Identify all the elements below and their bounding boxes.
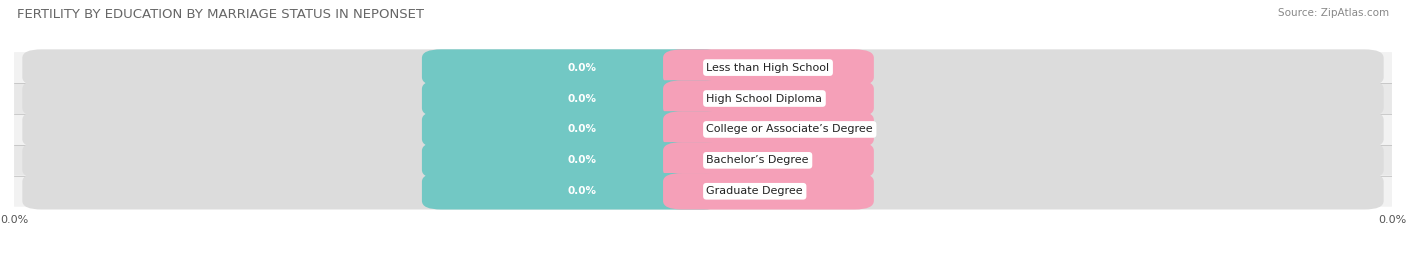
Text: 0.0%: 0.0% — [568, 63, 598, 73]
FancyBboxPatch shape — [14, 83, 1392, 114]
FancyBboxPatch shape — [14, 52, 1392, 83]
Text: Graduate Degree: Graduate Degree — [706, 186, 803, 196]
FancyBboxPatch shape — [422, 173, 723, 210]
Text: 0.0%: 0.0% — [765, 63, 793, 73]
FancyBboxPatch shape — [664, 111, 875, 148]
FancyBboxPatch shape — [422, 111, 723, 148]
FancyBboxPatch shape — [14, 145, 1392, 176]
Text: Source: ZipAtlas.com: Source: ZipAtlas.com — [1278, 8, 1389, 18]
FancyBboxPatch shape — [14, 114, 1392, 145]
FancyBboxPatch shape — [22, 142, 1384, 179]
FancyBboxPatch shape — [22, 80, 1384, 117]
Text: 0.0%: 0.0% — [765, 186, 793, 196]
Text: 0.0%: 0.0% — [765, 94, 793, 104]
Text: 0.0%: 0.0% — [568, 186, 598, 196]
Text: 0.0%: 0.0% — [568, 94, 598, 104]
Text: 0.0%: 0.0% — [568, 125, 598, 134]
Text: Less than High School: Less than High School — [706, 63, 830, 73]
Text: FERTILITY BY EDUCATION BY MARRIAGE STATUS IN NEPONSET: FERTILITY BY EDUCATION BY MARRIAGE STATU… — [17, 8, 423, 21]
FancyBboxPatch shape — [22, 49, 1384, 86]
Text: 0.0%: 0.0% — [568, 155, 598, 165]
FancyBboxPatch shape — [664, 49, 875, 86]
FancyBboxPatch shape — [22, 173, 1384, 210]
FancyBboxPatch shape — [664, 142, 875, 179]
Legend: Married, Unmarried: Married, Unmarried — [624, 266, 782, 269]
FancyBboxPatch shape — [422, 49, 723, 86]
Text: High School Diploma: High School Diploma — [706, 94, 823, 104]
FancyBboxPatch shape — [664, 80, 875, 117]
FancyBboxPatch shape — [422, 142, 723, 179]
Text: 0.0%: 0.0% — [765, 125, 793, 134]
FancyBboxPatch shape — [664, 173, 875, 210]
FancyBboxPatch shape — [14, 176, 1392, 207]
Text: Bachelor’s Degree: Bachelor’s Degree — [706, 155, 808, 165]
Text: 0.0%: 0.0% — [765, 155, 793, 165]
Text: College or Associate’s Degree: College or Associate’s Degree — [706, 125, 873, 134]
FancyBboxPatch shape — [422, 80, 723, 117]
FancyBboxPatch shape — [22, 111, 1384, 148]
